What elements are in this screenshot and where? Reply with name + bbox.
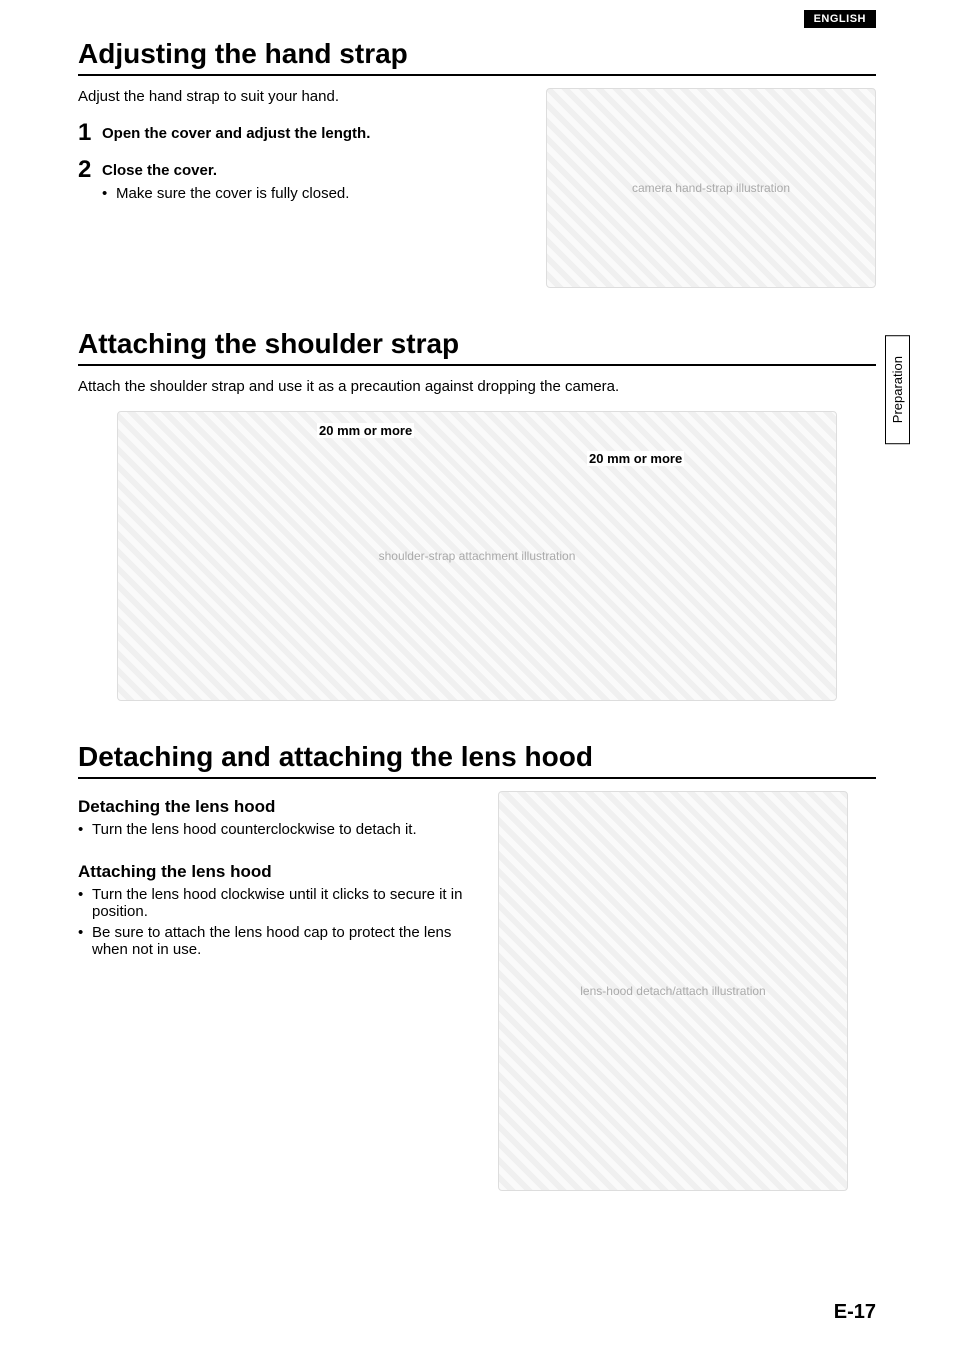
step-2-title: Close the cover. bbox=[102, 162, 349, 179]
heading-shoulder-strap: Attaching the shoulder strap bbox=[78, 328, 876, 366]
shoulder-strap-image: shoulder-strap attachment illustration bbox=[117, 411, 837, 701]
section-shoulder-strap: Attaching the shoulder strap Attach the … bbox=[78, 328, 876, 701]
step-2-bullets: Make sure the cover is fully closed. bbox=[102, 185, 349, 202]
attach-heading: Attaching the lens hood bbox=[78, 862, 478, 882]
attach-bullet-1: Turn the lens hood clockwise until it cl… bbox=[78, 886, 478, 920]
step-2-bullet-1: Make sure the cover is fully closed. bbox=[102, 185, 349, 202]
heading-hand-strap: Adjusting the hand strap bbox=[78, 38, 876, 76]
lens-hood-image: lens-hood detach/attach illustration bbox=[498, 791, 848, 1191]
step-2: 2 Close the cover. Make sure the cover i… bbox=[78, 158, 526, 206]
step-1: 1 Open the cover and adjust the length. bbox=[78, 121, 526, 148]
step-2-number: 2 bbox=[78, 158, 102, 182]
step-1-number: 1 bbox=[78, 121, 102, 145]
section-lens-hood: Detaching and attaching the lens hood De… bbox=[78, 741, 876, 1191]
hand-strap-text: Adjust the hand strap to suit your hand.… bbox=[78, 88, 526, 288]
attach-bullet-2: Be sure to attach the lens hood cap to p… bbox=[78, 924, 478, 958]
attach-bullets: Turn the lens hood clockwise until it cl… bbox=[78, 886, 478, 958]
detach-bullet-1: Turn the lens hood counterclockwise to d… bbox=[78, 821, 478, 838]
shoulder-strap-figure: shoulder-strap attachment illustration 2… bbox=[117, 411, 837, 701]
lens-hood-text: Detaching the lens hood Turn the lens ho… bbox=[78, 791, 478, 1191]
detach-bullets: Turn the lens hood counterclockwise to d… bbox=[78, 821, 478, 838]
page-number: E-17 bbox=[834, 1301, 876, 1324]
hand-strap-image: camera hand-strap illustration bbox=[546, 88, 876, 288]
section-tab-preparation: Preparation bbox=[885, 335, 910, 444]
detach-heading: Detaching the lens hood bbox=[78, 797, 478, 817]
hand-strap-intro: Adjust the hand strap to suit your hand. bbox=[78, 88, 526, 105]
step-1-title: Open the cover and adjust the length. bbox=[102, 125, 370, 142]
heading-lens-hood: Detaching and attaching the lens hood bbox=[78, 741, 876, 779]
shoulder-strap-intro: Attach the shoulder strap and use it as … bbox=[78, 378, 876, 395]
language-badge: ENGLISH bbox=[804, 10, 876, 28]
callout-left-20mm: 20 mm or more bbox=[317, 423, 414, 438]
section-hand-strap: Adjusting the hand strap Adjust the hand… bbox=[78, 38, 876, 288]
callout-right-20mm: 20 mm or more bbox=[587, 451, 684, 466]
